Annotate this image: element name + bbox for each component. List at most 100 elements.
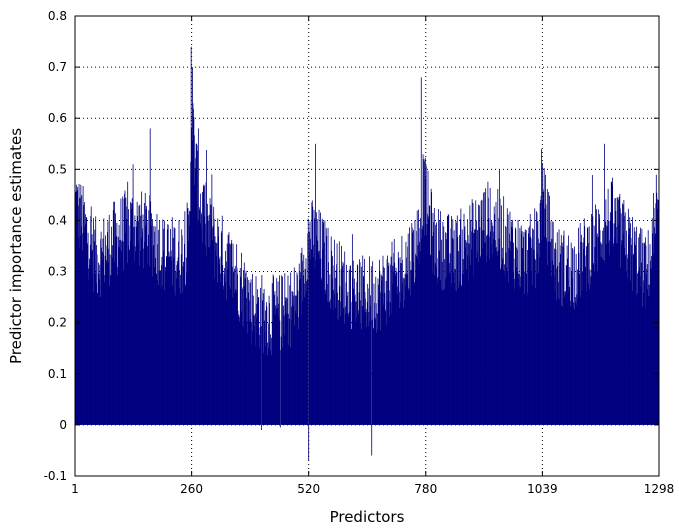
bar <box>459 243 461 425</box>
bar <box>307 233 309 425</box>
bar <box>408 288 410 425</box>
bar <box>502 258 504 425</box>
bar <box>102 251 103 425</box>
bar <box>389 302 391 425</box>
bar <box>243 270 244 425</box>
bar <box>299 280 301 425</box>
bar <box>519 286 520 425</box>
bar <box>560 234 562 425</box>
bar <box>181 235 183 425</box>
bar <box>83 205 84 425</box>
bar <box>510 250 511 425</box>
bar <box>150 225 152 425</box>
bar <box>428 218 430 425</box>
bar <box>297 275 298 425</box>
bar <box>82 233 84 425</box>
bar <box>498 238 500 425</box>
bar <box>282 309 284 425</box>
bar <box>165 271 166 425</box>
bar <box>319 259 320 425</box>
bar <box>558 229 560 425</box>
bar <box>515 229 517 425</box>
bar <box>564 290 566 425</box>
bar <box>488 258 490 425</box>
bar <box>630 237 632 425</box>
bar <box>108 214 110 425</box>
bar <box>289 285 291 425</box>
bar <box>208 214 210 425</box>
bar <box>592 216 594 425</box>
bar <box>121 251 123 425</box>
bar <box>133 245 134 425</box>
bar <box>342 266 343 425</box>
bar <box>571 272 573 425</box>
bar <box>401 291 402 425</box>
bar <box>202 191 203 425</box>
bar <box>569 267 571 425</box>
bar <box>308 424 310 461</box>
bar <box>102 254 104 425</box>
bar <box>292 295 294 425</box>
bar <box>396 271 398 425</box>
bar <box>651 218 653 425</box>
bar <box>388 262 390 425</box>
bar <box>566 245 568 425</box>
bar <box>156 273 157 425</box>
bar <box>242 287 244 425</box>
bar <box>278 316 279 425</box>
bar <box>365 298 366 425</box>
bar <box>619 193 621 425</box>
bar <box>456 291 458 425</box>
bar <box>482 192 484 425</box>
bar <box>582 242 584 425</box>
bar <box>236 268 238 425</box>
bar <box>486 255 488 425</box>
bar <box>318 251 319 425</box>
bar <box>248 300 250 425</box>
bar <box>305 258 307 425</box>
bar <box>397 286 399 425</box>
bar <box>267 342 269 425</box>
bar <box>460 208 462 425</box>
bar <box>202 242 204 425</box>
bar <box>639 233 641 425</box>
bar <box>450 228 452 425</box>
bar <box>355 301 357 425</box>
bar <box>239 268 241 425</box>
bar <box>205 182 207 425</box>
bar <box>455 222 457 425</box>
bar <box>160 288 162 425</box>
bar <box>127 181 129 425</box>
bar <box>580 297 582 425</box>
bar <box>501 264 503 425</box>
bar <box>351 301 353 425</box>
bar <box>105 235 107 425</box>
bar <box>271 283 273 425</box>
bar <box>83 232 85 425</box>
bar <box>423 226 424 425</box>
bar <box>557 281 559 425</box>
bar <box>638 266 640 425</box>
bar <box>352 260 354 425</box>
bar <box>483 230 485 425</box>
bar <box>229 286 231 425</box>
bar <box>518 273 520 425</box>
bar <box>278 303 280 425</box>
bar <box>97 293 99 425</box>
bar <box>175 295 176 425</box>
bar <box>339 286 341 425</box>
bar <box>171 217 173 425</box>
bar <box>622 203 623 425</box>
bar <box>650 260 652 425</box>
bar <box>432 213 434 425</box>
bar <box>557 265 559 425</box>
bar <box>192 103 194 425</box>
bar <box>612 243 614 425</box>
bar <box>406 257 407 425</box>
bar <box>632 291 634 425</box>
bar <box>234 268 235 425</box>
bar <box>446 276 447 425</box>
x-tick-label: 260 <box>180 482 203 496</box>
bar <box>607 188 609 425</box>
bar <box>478 205 480 425</box>
